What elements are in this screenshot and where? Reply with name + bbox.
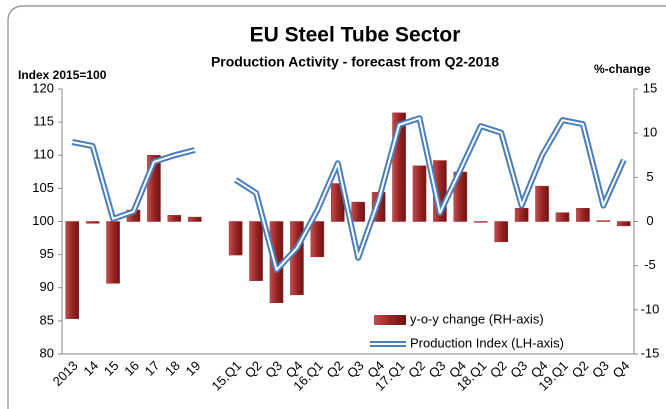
- chart-title: EU Steel Tube Sector: [250, 24, 461, 47]
- bar: [167, 215, 182, 222]
- y-tick-label: 115: [33, 114, 54, 129]
- bar: [351, 201, 366, 222]
- bar: [576, 208, 590, 222]
- bar: [187, 216, 202, 222]
- bar: [412, 165, 427, 222]
- y-tick-label: 95: [40, 246, 54, 261]
- legend-label: y-o-y change (RH-axis): [410, 311, 544, 326]
- bar: [65, 221, 80, 319]
- y2-tick-label: 10: [643, 125, 657, 140]
- y-tick-label: 100: [32, 213, 54, 228]
- bar: [616, 221, 631, 227]
- bar: [514, 208, 529, 222]
- bar: [555, 212, 570, 222]
- chart-subtitle: Production Activity - forecast from Q2-2…: [211, 54, 499, 70]
- y-tick-label: 105: [32, 180, 54, 195]
- y2-tick-label: -5: [644, 257, 656, 272]
- bar: [473, 221, 488, 223]
- y2-tick-label: 15: [643, 80, 657, 95]
- bar: [85, 221, 100, 224]
- y2-tick-label: -15: [641, 345, 660, 360]
- y-tick-label: 120: [32, 80, 54, 95]
- y-axis-label: Index 2015=100: [18, 68, 107, 82]
- legend-swatch: [374, 315, 406, 325]
- y-tick-label: 110: [33, 147, 54, 162]
- bar: [535, 185, 549, 222]
- bar: [290, 221, 304, 296]
- y-tick-label: 85: [40, 312, 54, 327]
- y-tick-label: 80: [40, 345, 54, 360]
- bar: [596, 220, 611, 222]
- legend-label: Production Index (LH-axis): [410, 335, 564, 350]
- y-tick-label: 90: [40, 279, 54, 294]
- bar: [249, 221, 263, 281]
- bar: [228, 221, 243, 256]
- y2-axis-label: %-change: [594, 62, 651, 76]
- line-highlight: [72, 141, 196, 220]
- y2-tick-label: 0: [646, 213, 653, 228]
- bar: [106, 221, 120, 284]
- y2-tick-label: 5: [646, 169, 653, 184]
- bar: [494, 221, 509, 243]
- y2-tick-label: -10: [641, 301, 660, 316]
- line-highlight: [235, 117, 625, 271]
- bar: [310, 221, 325, 258]
